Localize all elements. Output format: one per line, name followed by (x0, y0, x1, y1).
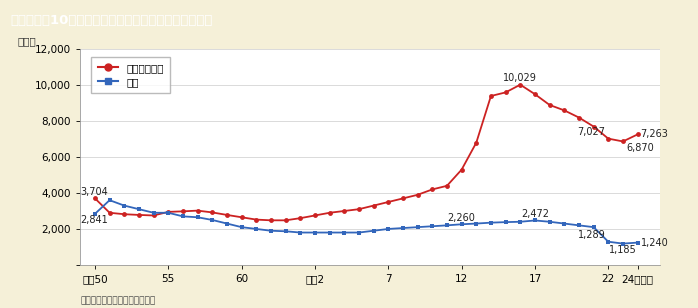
Text: 2,841: 2,841 (80, 215, 108, 225)
Text: 10,029: 10,029 (503, 73, 537, 83)
Text: 第１－５－10図　強姦，強制わいせつ認知件数の推移: 第１－５－10図 強姦，強制わいせつ認知件数の推移 (10, 14, 213, 27)
Text: 1,185: 1,185 (609, 245, 637, 255)
Text: 7,027: 7,027 (577, 127, 605, 137)
Text: 1,289: 1,289 (577, 230, 605, 240)
Text: 6,870: 6,870 (626, 143, 653, 153)
Text: 1,240: 1,240 (641, 237, 668, 248)
Text: 3,704: 3,704 (80, 187, 108, 197)
Text: （件）: （件） (17, 36, 36, 46)
Text: （備考）警察庁資料より作成。: （備考）警察庁資料より作成。 (80, 296, 156, 305)
Legend: 強制わいせつ, 強姦: 強制わいせつ, 強姦 (91, 57, 170, 93)
Text: 7,263: 7,263 (641, 129, 669, 140)
Text: 2,260: 2,260 (447, 213, 475, 223)
Text: 2,472: 2,472 (521, 209, 549, 219)
